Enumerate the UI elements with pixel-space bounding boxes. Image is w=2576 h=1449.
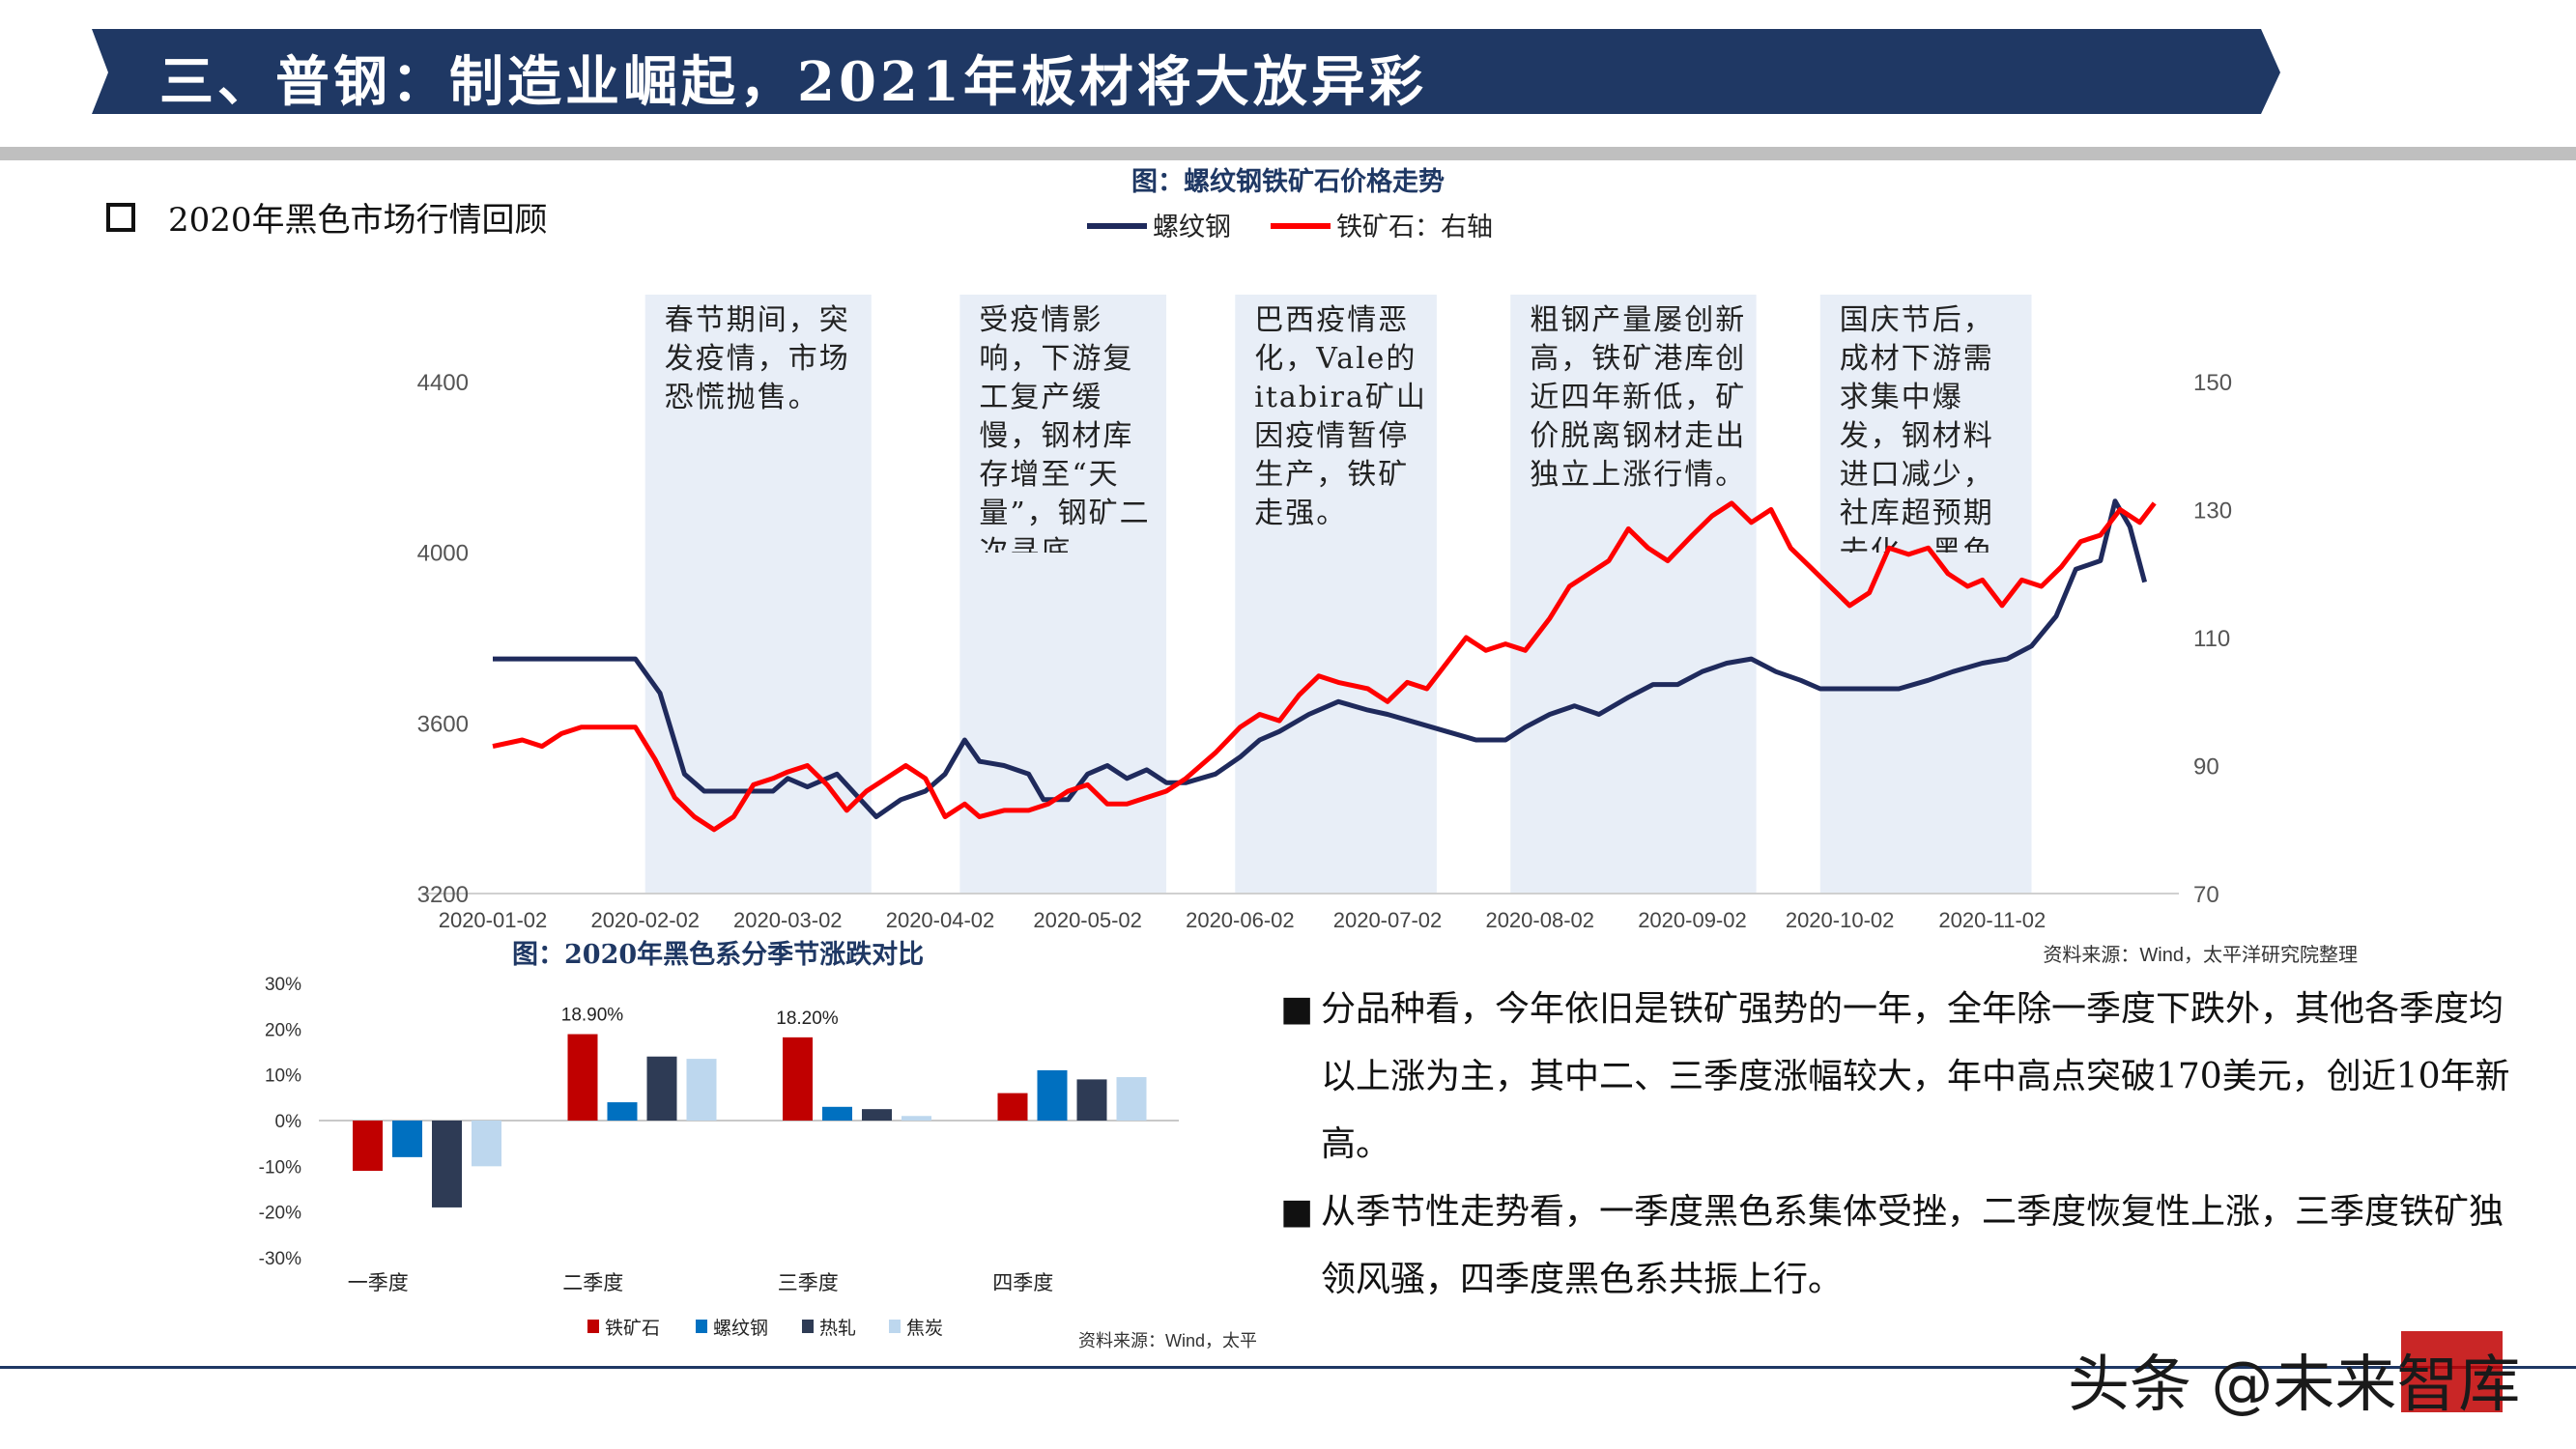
annotation-text: 春节期间，突发疫情，市场恐慌抛售。 (664, 303, 850, 414)
section-heading: 2020年黑色市场行情回顾 (106, 193, 548, 241)
bar-y-tick-label: -20% (259, 1204, 301, 1224)
bar-y-tick-label: -10% (259, 1157, 301, 1178)
bar-data-label: 18.20% (776, 1009, 839, 1029)
x-tick-label: 2020-06-02 (1186, 908, 1295, 932)
bar-三季度-热轧 (862, 1109, 892, 1121)
bar-legend-label: 螺纹钢 (713, 1318, 768, 1339)
y-left-tick-label: 4000 (417, 541, 469, 567)
annotation-band (1510, 295, 1757, 894)
bar-category-label: 一季度 (348, 1271, 409, 1294)
page-title: 三、普钢：制造业崛起，2021年板材将大放异彩 (159, 50, 1427, 114)
annotation-text-content: 粗钢产量屡创新高，铁矿港库创近四年新低，矿价脱离钢材走出独立上涨行情。 (1530, 303, 1747, 492)
bar-legend-label: 热轧 (819, 1318, 856, 1339)
x-tick-label: 2020-09-02 (1638, 908, 1747, 932)
bar-y-tick-label: 30% (265, 975, 301, 995)
bar-四季度-螺纹钢 (1037, 1069, 1068, 1121)
bar-四季度-铁矿石 (997, 1093, 1028, 1121)
x-tick-label: 2020-11-02 (1938, 908, 2046, 932)
bar-三季度-螺纹钢 (822, 1106, 852, 1121)
bar-四季度-热轧 (1076, 1079, 1107, 1121)
bar-category-label: 二季度 (562, 1271, 623, 1294)
annotation-text-content: 春节期间，突发疫情，市场恐慌抛售。 (664, 303, 850, 414)
bar-四季度-焦炭 (1116, 1077, 1147, 1121)
bar-y-tick-label: 10% (265, 1066, 301, 1087)
bullet-marker: ■ (1280, 1192, 1314, 1232)
x-tick-label: 2020-02-02 (590, 908, 700, 932)
bar-二季度-螺纹钢 (607, 1102, 638, 1121)
bar-category-label: 三季度 (778, 1271, 839, 1294)
y-left-tick-label: 3600 (417, 711, 469, 737)
bar-二季度-焦炭 (686, 1059, 717, 1121)
bar-chart: 图：2020年黑色系分季节涨跌对比 30% 20% 10% 0% -10% -20% -30%… (259, 939, 1256, 1350)
section-heading-text: 2020年黑色市场行情回顾 (168, 201, 548, 240)
bar-data-label: 18.90% (561, 1006, 624, 1026)
bar-三季度-铁矿石 (783, 1037, 813, 1121)
bar-二季度-热轧 (646, 1056, 677, 1121)
bullet-item: ■ 分品种看，今年依旧是铁矿强势的一年，全年除一季度下跌外，其他各季度均以上涨为… (1280, 976, 2536, 1179)
line-chart: 春节期间，突发疫情，市场恐慌抛售。 受疫情影响，下游复工复产缓慢，钢材库存增至“天… (417, 166, 2358, 966)
annotation-text-content: 巴西疫情恶化，Vale的itabira矿山因疫情暂停生产，铁矿走强。 (1254, 303, 1427, 530)
y-right-tick-label: 110 (2193, 626, 2230, 652)
annotation-text: 受疫情影响，下游复工复产缓慢，钢材库存增至“天量”，钢矿二次寻底。 (979, 303, 1151, 553)
bar-y-tick-label: -30% (259, 1249, 301, 1269)
watermark: 头条 @未来智库 (2068, 1350, 2521, 1421)
x-tick-label: 2020-01-02 (439, 908, 548, 932)
line-chart-source: 资料来源：Wind，太平洋研究院整理 (2043, 944, 2358, 966)
bar-category-label: 四季度 (992, 1271, 1053, 1294)
legend-label-rebar: 螺纹钢 (1153, 213, 1231, 242)
bar-一季度-铁矿石 (353, 1121, 383, 1172)
footer-divider (0, 1366, 2576, 1369)
x-tick-label: 2020-07-02 (1333, 908, 1443, 932)
x-tick-label: 2020-03-02 (733, 908, 843, 932)
y-right-tick-label: 70 (2193, 882, 2219, 908)
bar-legend-swatch (587, 1320, 599, 1333)
annotation-text: 粗钢产量屡创新高，铁矿港库创近四年新低，矿价脱离钢材走出独立上涨行情。 (1530, 303, 1747, 492)
bar-y-tick-label: 0% (275, 1112, 302, 1132)
y-right-tick-label: 130 (2193, 498, 2232, 525)
x-tick-label: 2020-10-02 (1786, 908, 1895, 932)
bar-legend-label: 焦炭 (906, 1318, 943, 1339)
bar-二季度-铁矿石 (567, 1034, 598, 1121)
x-tick-label: 2020-05-02 (1033, 908, 1142, 932)
bar-一季度-热轧 (432, 1121, 462, 1208)
bar-legend-label: 铁矿石 (605, 1318, 660, 1339)
bar-一季度-螺纹钢 (392, 1121, 422, 1157)
bar-三季度-焦炭 (902, 1116, 931, 1121)
title-banner (92, 29, 2280, 114)
line-chart-title: 图：螺纹钢铁矿石价格走势 (1131, 166, 1445, 197)
legend-label-iron-ore: 铁矿石：右轴 (1336, 213, 1493, 242)
x-tick-label: 2020-04-02 (886, 908, 995, 932)
bullet-text-1: 分品种看，今年依旧是铁矿强势的一年，全年除一季度下跌外，其他各季度均以上涨为主，… (1321, 989, 2510, 1164)
banner-shape (92, 29, 2280, 114)
watermark-logo-box (2401, 1331, 2503, 1412)
bar-chart-title: 图：2020年黑色系分季节涨跌对比 (512, 939, 924, 970)
checkbox-square-icon (106, 202, 135, 232)
bar-legend-swatch (802, 1320, 814, 1333)
y-right-tick-label: 150 (2193, 370, 2232, 396)
bullet-text-2: 从季节性走势看，一季度黑色系集体受挫，二季度恢复性上涨，三季度铁矿独领风骚，四季… (1321, 1192, 2504, 1299)
annotation-text-content: 国庆节后，成材下游需求集中爆发，钢材料进口减少，社库超预期去化，黑色系共振上行。 (1839, 303, 1994, 553)
y-left-tick-label: 4400 (417, 370, 469, 396)
y-left-tick-label: 3200 (417, 882, 469, 908)
bar-legend-swatch (889, 1320, 901, 1333)
bar-legend-swatch (696, 1320, 707, 1333)
y-right-tick-label: 90 (2193, 754, 2219, 781)
analysis-text: ■ 分品种看，今年依旧是铁矿强势的一年，全年除一季度下跌外，其他各季度均以上涨为… (1280, 976, 2536, 1314)
series-line-iron-ore (492, 500, 2157, 833)
annotation-text-content: 受疫情影响，下游复工复产缓慢，钢材库存增至“天量”，钢矿二次寻底。 (979, 303, 1151, 553)
bar-chart-source: 资料来源：Wind，太平洋研究院整理 (1078, 1331, 1256, 1350)
header-divider (0, 147, 2576, 160)
series-line-rebar (493, 498, 2148, 819)
bar-一季度-焦炭 (472, 1121, 501, 1167)
annotation-text: 巴西疫情恶化，Vale的itabira矿山因疫情暂停生产，铁矿走强。 (1254, 303, 1427, 530)
annotation-text: 国庆节后，成材下游需求集中爆发，钢材料进口减少，社库超预期去化，黑色系共振上行。 (1839, 303, 1994, 553)
bullet-item: ■ 从季节性走势看，一季度黑色系集体受挫，二季度恢复性上涨，三季度铁矿独领风骚，… (1280, 1179, 2536, 1314)
bullet-marker: ■ (1280, 989, 1314, 1029)
annotation-band (1819, 295, 2032, 894)
annotation-band (1235, 295, 1437, 894)
x-tick-label: 2020-08-02 (1485, 908, 1594, 932)
bar-y-tick-label: 20% (265, 1020, 301, 1040)
